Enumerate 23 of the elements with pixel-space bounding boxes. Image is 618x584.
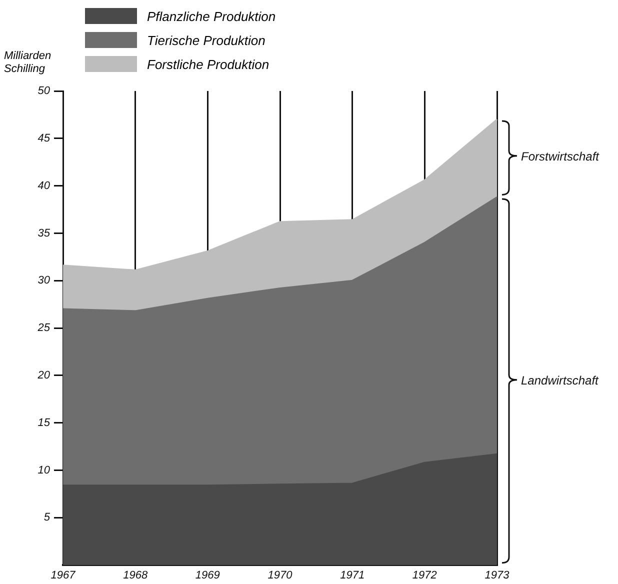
x-tick-label: 1970 [268, 570, 294, 582]
y-tick-label: 15 [38, 416, 51, 429]
y-axis-title: Milliarden Schilling [4, 50, 52, 76]
x-tick-label: 1973 [484, 570, 510, 582]
legend-label: Forstliche Produktion [147, 56, 270, 72]
y-tick-label: 40 [38, 180, 51, 192]
y-tick-label: 45 [38, 132, 51, 144]
x-tick-label: 1971 [340, 570, 365, 582]
x-tick-label: 1972 [412, 570, 437, 582]
legend-label: Tierische Produktion [147, 32, 266, 48]
x-tick-label: 1968 [123, 570, 148, 582]
x-tick-label: 1967 [50, 570, 76, 582]
annotation: Forstwirtschaft [521, 150, 600, 164]
y-tick-label: 35 [38, 227, 51, 240]
annotation: Landwirtschaft [521, 373, 600, 388]
y-tick-label: 10 [38, 464, 51, 476]
legend-label: Pflanzliche Produktion [147, 8, 276, 24]
x-tick-label: 1969 [195, 570, 220, 582]
y-tick-label: 25 [36, 322, 51, 334]
y-tick-label: 30 [38, 274, 51, 287]
y-tick-label: 5 [44, 512, 51, 524]
y-tick-label: 50 [38, 85, 51, 98]
y-tick-label: 20 [36, 369, 51, 382]
